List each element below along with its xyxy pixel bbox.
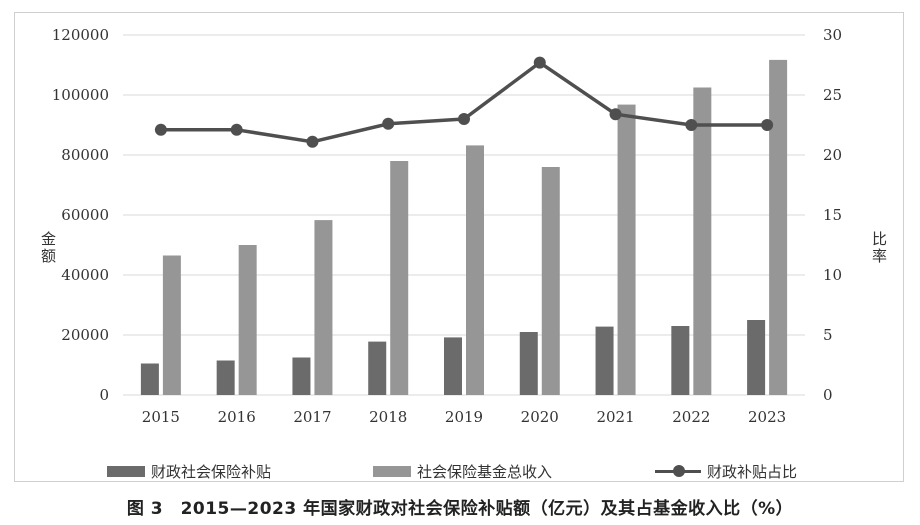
bar-subsidy [671,326,690,395]
legend-swatch-ratio [655,464,701,477]
legend-item-subsidy: 财政社会保险补贴 [107,458,271,484]
y2-tick-label: 30 [823,26,842,44]
y2-tick-label: 20 [823,146,842,164]
legend-label-subsidy: 财政社会保险补贴 [151,462,272,481]
x-tick-label: 2018 [369,408,407,426]
y2-tick-label: 0 [823,386,833,404]
ratio-point [458,113,470,125]
y-tick-label: 0 [99,386,109,404]
legend-swatch-income [373,465,411,477]
y2-axis-title: 比率 [870,231,888,265]
bar-income [314,220,333,395]
ratio-point [230,123,243,136]
y-tick-label: 120000 [52,26,109,44]
legend-item-ratio: 财政补贴占比 [655,458,797,484]
x-tick-label: 2017 [293,408,331,426]
bar-subsidy [216,360,235,395]
bar-income [541,167,560,395]
legend-label-ratio: 财政补贴占比 [707,462,798,481]
ratio-point [382,117,395,130]
bar-income [466,145,484,395]
ratio-point [609,108,622,121]
ratio-line [160,60,768,144]
y-axis-title: 金额 [39,231,57,265]
y2-tick-label: 25 [823,86,842,104]
bar-income [238,245,257,395]
legend-label-income: 社会保险基金总收入 [417,462,553,481]
bar-income [693,87,712,395]
ratio-point [154,123,167,136]
ratio-point [533,56,546,69]
legend-swatch-subsidy [107,465,145,477]
chart-frame: 0 20000 40000 60000 80000 100000 120000 0 5 10 15 2… [14,12,904,482]
bar-income [390,161,409,395]
x-tick-label: 2016 [218,408,256,426]
y-tick-label: 40000 [61,266,109,284]
bar-income [617,104,636,395]
bar-income [769,59,788,396]
figure-caption: 图 3 2015—2023 年国家财政对社会保险补贴额（亿元）及其占基金收入比（… [126,499,794,519]
x-tick-label: 2023 [748,408,786,426]
y2-tick-label: 10 [823,266,842,284]
y-tick-label: 80000 [61,146,109,164]
combo-chart: 0 20000 40000 60000 80000 100000 120000 0 5 10 15 2… [52,26,842,426]
y-tick-label: 60000 [61,206,109,224]
ratio-point [685,119,698,131]
bar-subsidy [140,363,159,395]
bar-subsidy [292,357,311,395]
x-tick-label: 2022 [672,408,710,426]
x-tick-label: 2020 [521,408,559,426]
y2-tick-label: 15 [823,206,842,224]
bar-subsidy [747,320,766,395]
ratio-point [306,135,319,148]
ratio-point [761,119,774,131]
bar-income [162,255,181,395]
y-tick-label: 20000 [61,326,109,344]
y-tick-label: 100000 [52,86,109,104]
bar-subsidy [368,341,387,395]
legend-item-income: 社会保险基金总收入 [373,458,552,484]
x-tick-label: 2019 [445,408,483,426]
bar-subsidy [595,326,614,395]
bar-subsidy [444,337,462,395]
bar-subsidy [519,332,538,395]
x-tick-label: 2021 [596,408,634,426]
x-tick-label: 2015 [142,408,180,426]
y2-tick-label: 5 [823,326,833,344]
